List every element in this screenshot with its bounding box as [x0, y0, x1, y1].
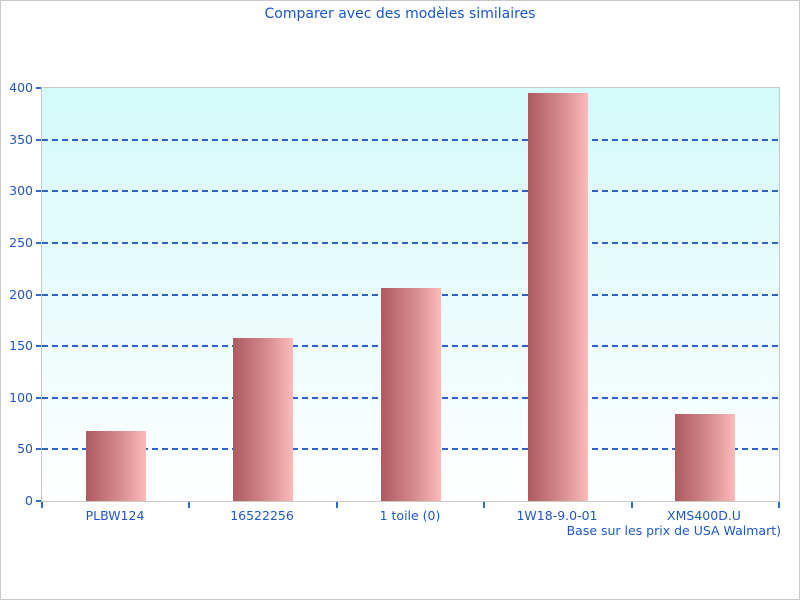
x-axis-label-1 toile (0): 1 toile (0): [379, 508, 441, 523]
y-axis-label-250: 250: [9, 234, 33, 250]
y-axis-label-300: 300: [9, 183, 33, 199]
chart-title: Comparer avec des modèles similaires: [264, 6, 536, 22]
x-axis-tick-0: [41, 502, 43, 508]
y-axis-label-200: 200: [9, 286, 33, 302]
bar-1 toile (0): [381, 288, 441, 501]
y-axis-label-400: 400: [9, 80, 33, 95]
y-axis-tick-250: [36, 241, 41, 244]
y-axis-label-350: 350: [9, 131, 33, 147]
x-axis-tick-3: [483, 502, 485, 508]
bar-1W18-9.0-01: [528, 93, 588, 501]
x-axis-label-1W18-9.0-01: 1W18-9.0-01: [516, 508, 598, 523]
y-axis-tick-0: [36, 500, 41, 502]
plot-area: [41, 87, 780, 502]
bar-PLBW124: [86, 431, 146, 501]
gridline-350: [42, 138, 779, 141]
bar-16522256: [233, 338, 293, 501]
y-axis-tick-400: [36, 87, 41, 89]
x-axis-tick-5: [778, 502, 780, 508]
y-axis-tick-200: [36, 293, 41, 296]
x-axis-label-PLBW124: PLBW124: [85, 508, 145, 523]
chart-footnote: Base sur les prix de USA Walmart): [566, 523, 781, 538]
y-axis-label-50: 50: [17, 441, 33, 457]
y-axis-label-100: 100: [9, 389, 33, 405]
bar-XMS400D.U: [675, 414, 735, 501]
y-axis-tick-350: [36, 138, 41, 141]
y-axis-label-0: 0: [25, 493, 33, 508]
y-axis-tick-150: [36, 345, 41, 348]
x-axis-tick-4: [631, 502, 633, 508]
y-axis-tick-100: [36, 396, 41, 399]
y-axis-label-150: 150: [9, 338, 33, 354]
gridline-250: [42, 241, 779, 244]
x-axis-label-XMS400D.U: XMS400D.U: [667, 508, 741, 523]
gridline-300: [42, 190, 779, 193]
x-axis-tick-2: [336, 502, 338, 508]
y-axis-tick-300: [36, 190, 41, 193]
x-axis-tick-1: [188, 502, 190, 508]
y-axis-tick-50: [36, 448, 41, 451]
x-axis-label-16522256: 16522256: [230, 508, 294, 523]
